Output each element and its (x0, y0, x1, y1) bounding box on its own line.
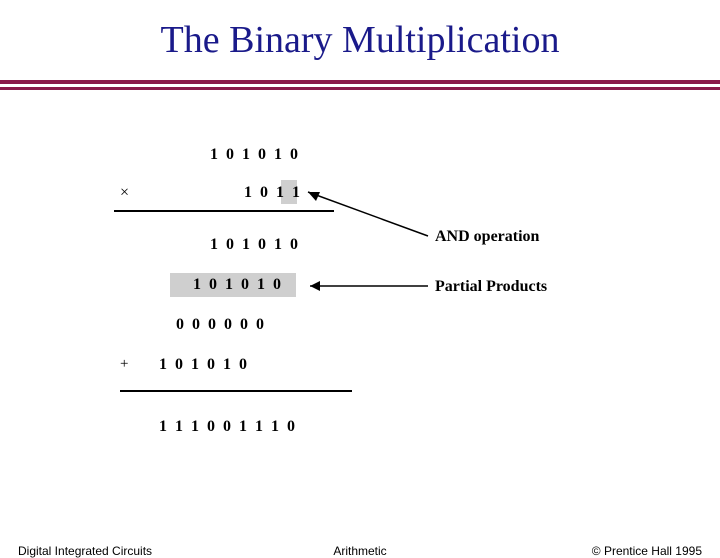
line-bottom (120, 390, 352, 392)
partial-arrow (298, 276, 438, 296)
divider (0, 80, 720, 90)
partial-product-4: 1 0 1 0 1 0 (159, 356, 247, 374)
partial-product-1: 1 0 1 0 1 0 (210, 236, 298, 254)
partial-label: Partial Products (435, 278, 547, 296)
multiply-sign: × (120, 184, 129, 202)
partial-product-2: 1 0 1 0 1 0 (193, 276, 281, 294)
footer-left: Digital Integrated Circuits (18, 544, 152, 558)
result: 1 1 1 0 0 1 1 1 0 (159, 418, 295, 436)
page-title: The Binary Multiplication (0, 18, 720, 62)
multiplier: 1 0 1 1 (244, 184, 300, 202)
and-arrow (298, 186, 438, 246)
footer-right: © Prentice Hall 1995 (592, 544, 702, 558)
footer-center: Arithmetic (333, 544, 386, 558)
multiplication-diagram: 1 0 1 0 1 0 × 1 0 1 1 1 0 1 0 1 0 1 0 1 … (100, 138, 620, 508)
partial-product-3: 0 0 0 0 0 0 (176, 316, 264, 334)
add-sign: + (120, 356, 128, 373)
multiplicand: 1 0 1 0 1 0 (210, 146, 298, 164)
and-label: AND operation (435, 228, 539, 246)
